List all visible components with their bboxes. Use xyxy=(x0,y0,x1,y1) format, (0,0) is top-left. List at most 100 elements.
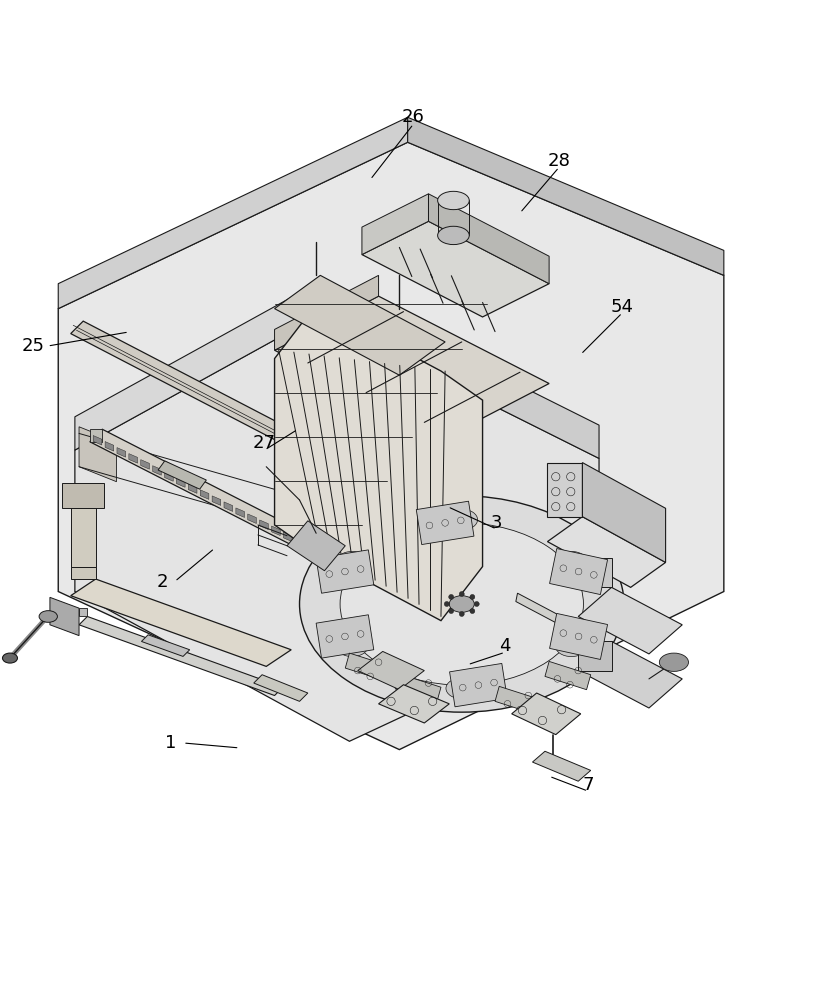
Polygon shape xyxy=(550,549,607,595)
Ellipse shape xyxy=(39,611,57,622)
Polygon shape xyxy=(275,275,379,350)
Polygon shape xyxy=(416,501,474,545)
Polygon shape xyxy=(58,142,724,750)
Polygon shape xyxy=(141,460,150,469)
Polygon shape xyxy=(79,608,87,616)
Polygon shape xyxy=(408,117,724,275)
Ellipse shape xyxy=(556,636,587,657)
Polygon shape xyxy=(367,574,375,584)
Text: 28: 28 xyxy=(547,152,571,170)
Polygon shape xyxy=(316,550,374,593)
Text: 25: 25 xyxy=(22,337,45,355)
Polygon shape xyxy=(578,641,612,671)
Polygon shape xyxy=(550,613,607,659)
Polygon shape xyxy=(201,490,209,499)
Polygon shape xyxy=(547,463,582,517)
Ellipse shape xyxy=(300,496,624,712)
Polygon shape xyxy=(71,321,395,496)
Polygon shape xyxy=(316,284,599,458)
Polygon shape xyxy=(283,488,320,542)
Polygon shape xyxy=(141,635,190,656)
Polygon shape xyxy=(188,484,197,493)
Polygon shape xyxy=(158,461,206,489)
Polygon shape xyxy=(582,463,666,562)
Polygon shape xyxy=(224,502,233,511)
Polygon shape xyxy=(260,520,269,530)
Polygon shape xyxy=(275,296,549,438)
Ellipse shape xyxy=(336,551,368,572)
Ellipse shape xyxy=(340,523,583,685)
Polygon shape xyxy=(79,427,116,482)
Polygon shape xyxy=(58,117,408,309)
Polygon shape xyxy=(379,685,449,723)
Polygon shape xyxy=(152,466,161,475)
Polygon shape xyxy=(354,568,364,578)
Polygon shape xyxy=(512,693,581,735)
Polygon shape xyxy=(495,686,541,715)
Polygon shape xyxy=(254,675,308,701)
Polygon shape xyxy=(578,587,682,654)
Polygon shape xyxy=(75,284,316,450)
Polygon shape xyxy=(287,521,345,571)
Ellipse shape xyxy=(446,509,478,530)
Text: 7: 7 xyxy=(582,776,594,794)
Polygon shape xyxy=(395,674,441,702)
Polygon shape xyxy=(248,514,256,523)
Polygon shape xyxy=(93,436,102,445)
Polygon shape xyxy=(362,221,549,317)
Polygon shape xyxy=(71,508,96,567)
Polygon shape xyxy=(428,194,549,284)
Polygon shape xyxy=(532,751,591,781)
Polygon shape xyxy=(547,517,666,587)
Polygon shape xyxy=(62,483,104,508)
Polygon shape xyxy=(275,275,445,375)
Polygon shape xyxy=(212,496,220,505)
Text: 26: 26 xyxy=(402,108,425,126)
Circle shape xyxy=(470,609,475,614)
Polygon shape xyxy=(545,661,591,690)
Circle shape xyxy=(444,602,449,606)
Polygon shape xyxy=(284,532,292,542)
Ellipse shape xyxy=(556,551,587,572)
Polygon shape xyxy=(271,526,280,536)
Ellipse shape xyxy=(449,596,474,612)
Polygon shape xyxy=(176,478,185,487)
Polygon shape xyxy=(75,317,599,741)
Ellipse shape xyxy=(438,191,469,210)
Polygon shape xyxy=(50,597,79,636)
Ellipse shape xyxy=(660,653,688,671)
Text: 54: 54 xyxy=(611,298,634,316)
Text: 1: 1 xyxy=(165,734,176,752)
Circle shape xyxy=(470,594,475,599)
Circle shape xyxy=(448,594,453,599)
Ellipse shape xyxy=(438,226,469,245)
Polygon shape xyxy=(165,472,173,481)
Polygon shape xyxy=(331,556,339,566)
Ellipse shape xyxy=(446,678,478,699)
Polygon shape xyxy=(71,579,291,666)
Polygon shape xyxy=(295,538,304,548)
Polygon shape xyxy=(449,663,508,707)
Polygon shape xyxy=(578,558,612,587)
Polygon shape xyxy=(275,304,483,621)
Polygon shape xyxy=(345,653,391,681)
Ellipse shape xyxy=(336,636,368,657)
Polygon shape xyxy=(129,454,137,463)
Polygon shape xyxy=(90,429,387,587)
Polygon shape xyxy=(90,429,102,442)
Ellipse shape xyxy=(2,653,17,663)
Text: 27: 27 xyxy=(253,434,276,452)
Polygon shape xyxy=(379,580,387,590)
Text: 2: 2 xyxy=(156,573,168,591)
Circle shape xyxy=(474,602,479,606)
Polygon shape xyxy=(105,442,114,451)
Text: 3: 3 xyxy=(491,514,503,532)
Polygon shape xyxy=(358,651,424,690)
Text: 4: 4 xyxy=(499,637,511,655)
Polygon shape xyxy=(71,567,96,579)
Circle shape xyxy=(459,611,464,616)
Polygon shape xyxy=(578,641,682,708)
Polygon shape xyxy=(117,448,126,457)
Polygon shape xyxy=(516,593,601,646)
Circle shape xyxy=(448,609,453,614)
